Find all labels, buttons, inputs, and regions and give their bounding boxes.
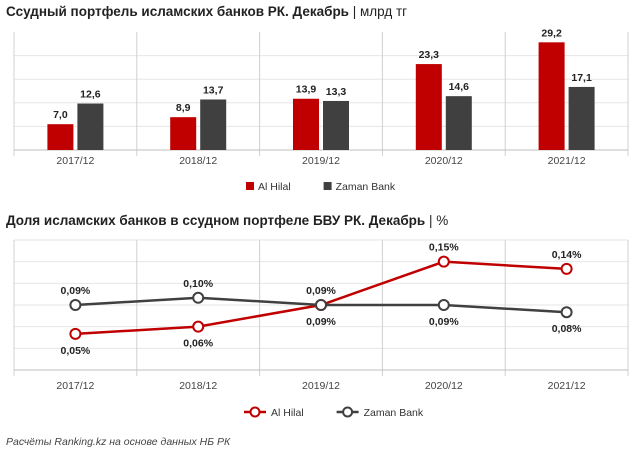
line-legend-label: Zaman Bank [364,407,424,419]
line-point [560,262,573,275]
bar-data-label: 7,0 [53,109,68,121]
line-data-label: 0,09% [429,316,459,328]
bar-zaman-bank [323,100,349,150]
bar-x-tick-label: 2019/12 [302,155,340,167]
line-point [192,291,205,304]
bar-al-hilal [170,117,197,150]
line-data-label: 0,09% [306,285,336,297]
bar-data-label: 17,1 [571,72,592,84]
line-point [192,320,205,333]
line-x-tick-label: 2020/12 [425,380,463,392]
line-legend-label: Al Hilal [271,407,304,419]
line-data-label: 0,14% [552,249,582,261]
bar-data-label: 29,2 [541,27,562,39]
bar-data-label: 8,9 [176,102,191,114]
bar-x-tick-label: 2017/12 [56,155,94,167]
bar-data-label: 13,7 [203,84,224,96]
line-point [560,306,573,319]
line-legend-marker [342,406,354,418]
bar-legend-swatch [323,182,332,190]
bar-chart-title-text: Ссудный портфель исламских банков РК. Де… [6,4,349,19]
bar-legend-label: Al Hilal [258,181,291,193]
bar-al-hilal [415,64,442,150]
line-data-label: 0,09% [61,285,91,297]
line-x-tick-label: 2018/12 [179,380,217,392]
bar-legend-label: Zaman Bank [336,181,396,193]
bar-zaman-bank [445,96,472,150]
bar-chart: 7,0 12,6 2017/12 8,9 13,7 2018/12 13,9 13,3 2019… [13,27,629,193]
bar-chart-unit: млрд тг [360,4,408,19]
bar-legend-swatch [246,182,254,190]
line-point [69,299,82,311]
bar-zaman-bank [77,103,104,150]
bar-chart-title: Ссудный портфель исламских банков РК. Де… [6,4,408,19]
line-x-tick-label: 2019/12 [302,380,340,392]
line-legend-marker [249,406,261,418]
bar-data-label: 12,6 [80,89,101,101]
line-chart-unit: % [436,213,449,228]
bar-data-label: 13,9 [296,84,317,96]
line-point [437,255,450,268]
bar-al-hilal [538,42,565,151]
bar-data-label: 23,3 [419,49,440,61]
line-point [315,299,327,311]
source-note: Расчёты Ranking.kz на основе данных НБ Р… [6,436,231,448]
bar-x-tick-label: 2020/12 [425,155,463,167]
bar-data-label: 13,3 [326,86,347,98]
line-chart: 0,05% 0,06% 0,09% 0,15% 0,14% 0,09% 0,10% 0,09%… [13,239,629,419]
line-x-tick-label: 2021/12 [548,380,586,392]
line-chart-title-text: Доля исламских банков в ссудном портфеле… [6,213,426,228]
bar-al-hilal [293,98,319,150]
line-data-label: 0,10% [183,278,213,290]
line-data-label: 0,15% [429,242,459,254]
bar-data-label: 14,6 [449,81,470,93]
bar-al-hilal [47,124,74,150]
line-point [437,299,450,311]
line-data-label: 0,09% [306,316,336,328]
bar-x-tick-label: 2018/12 [179,155,217,167]
line-chart-title: Доля исламских банков в ссудном портфеле… [6,213,449,228]
line-x-tick-label: 2017/12 [56,380,94,392]
bar-zaman-bank [568,86,595,150]
line-data-label: 0,06% [183,338,213,350]
bar-x-tick-label: 2021/12 [548,155,586,167]
line-data-label: 0,08% [552,323,582,335]
bar-zaman-bank [200,99,227,150]
line-data-label: 0,05% [61,345,91,357]
line-point [69,327,82,340]
